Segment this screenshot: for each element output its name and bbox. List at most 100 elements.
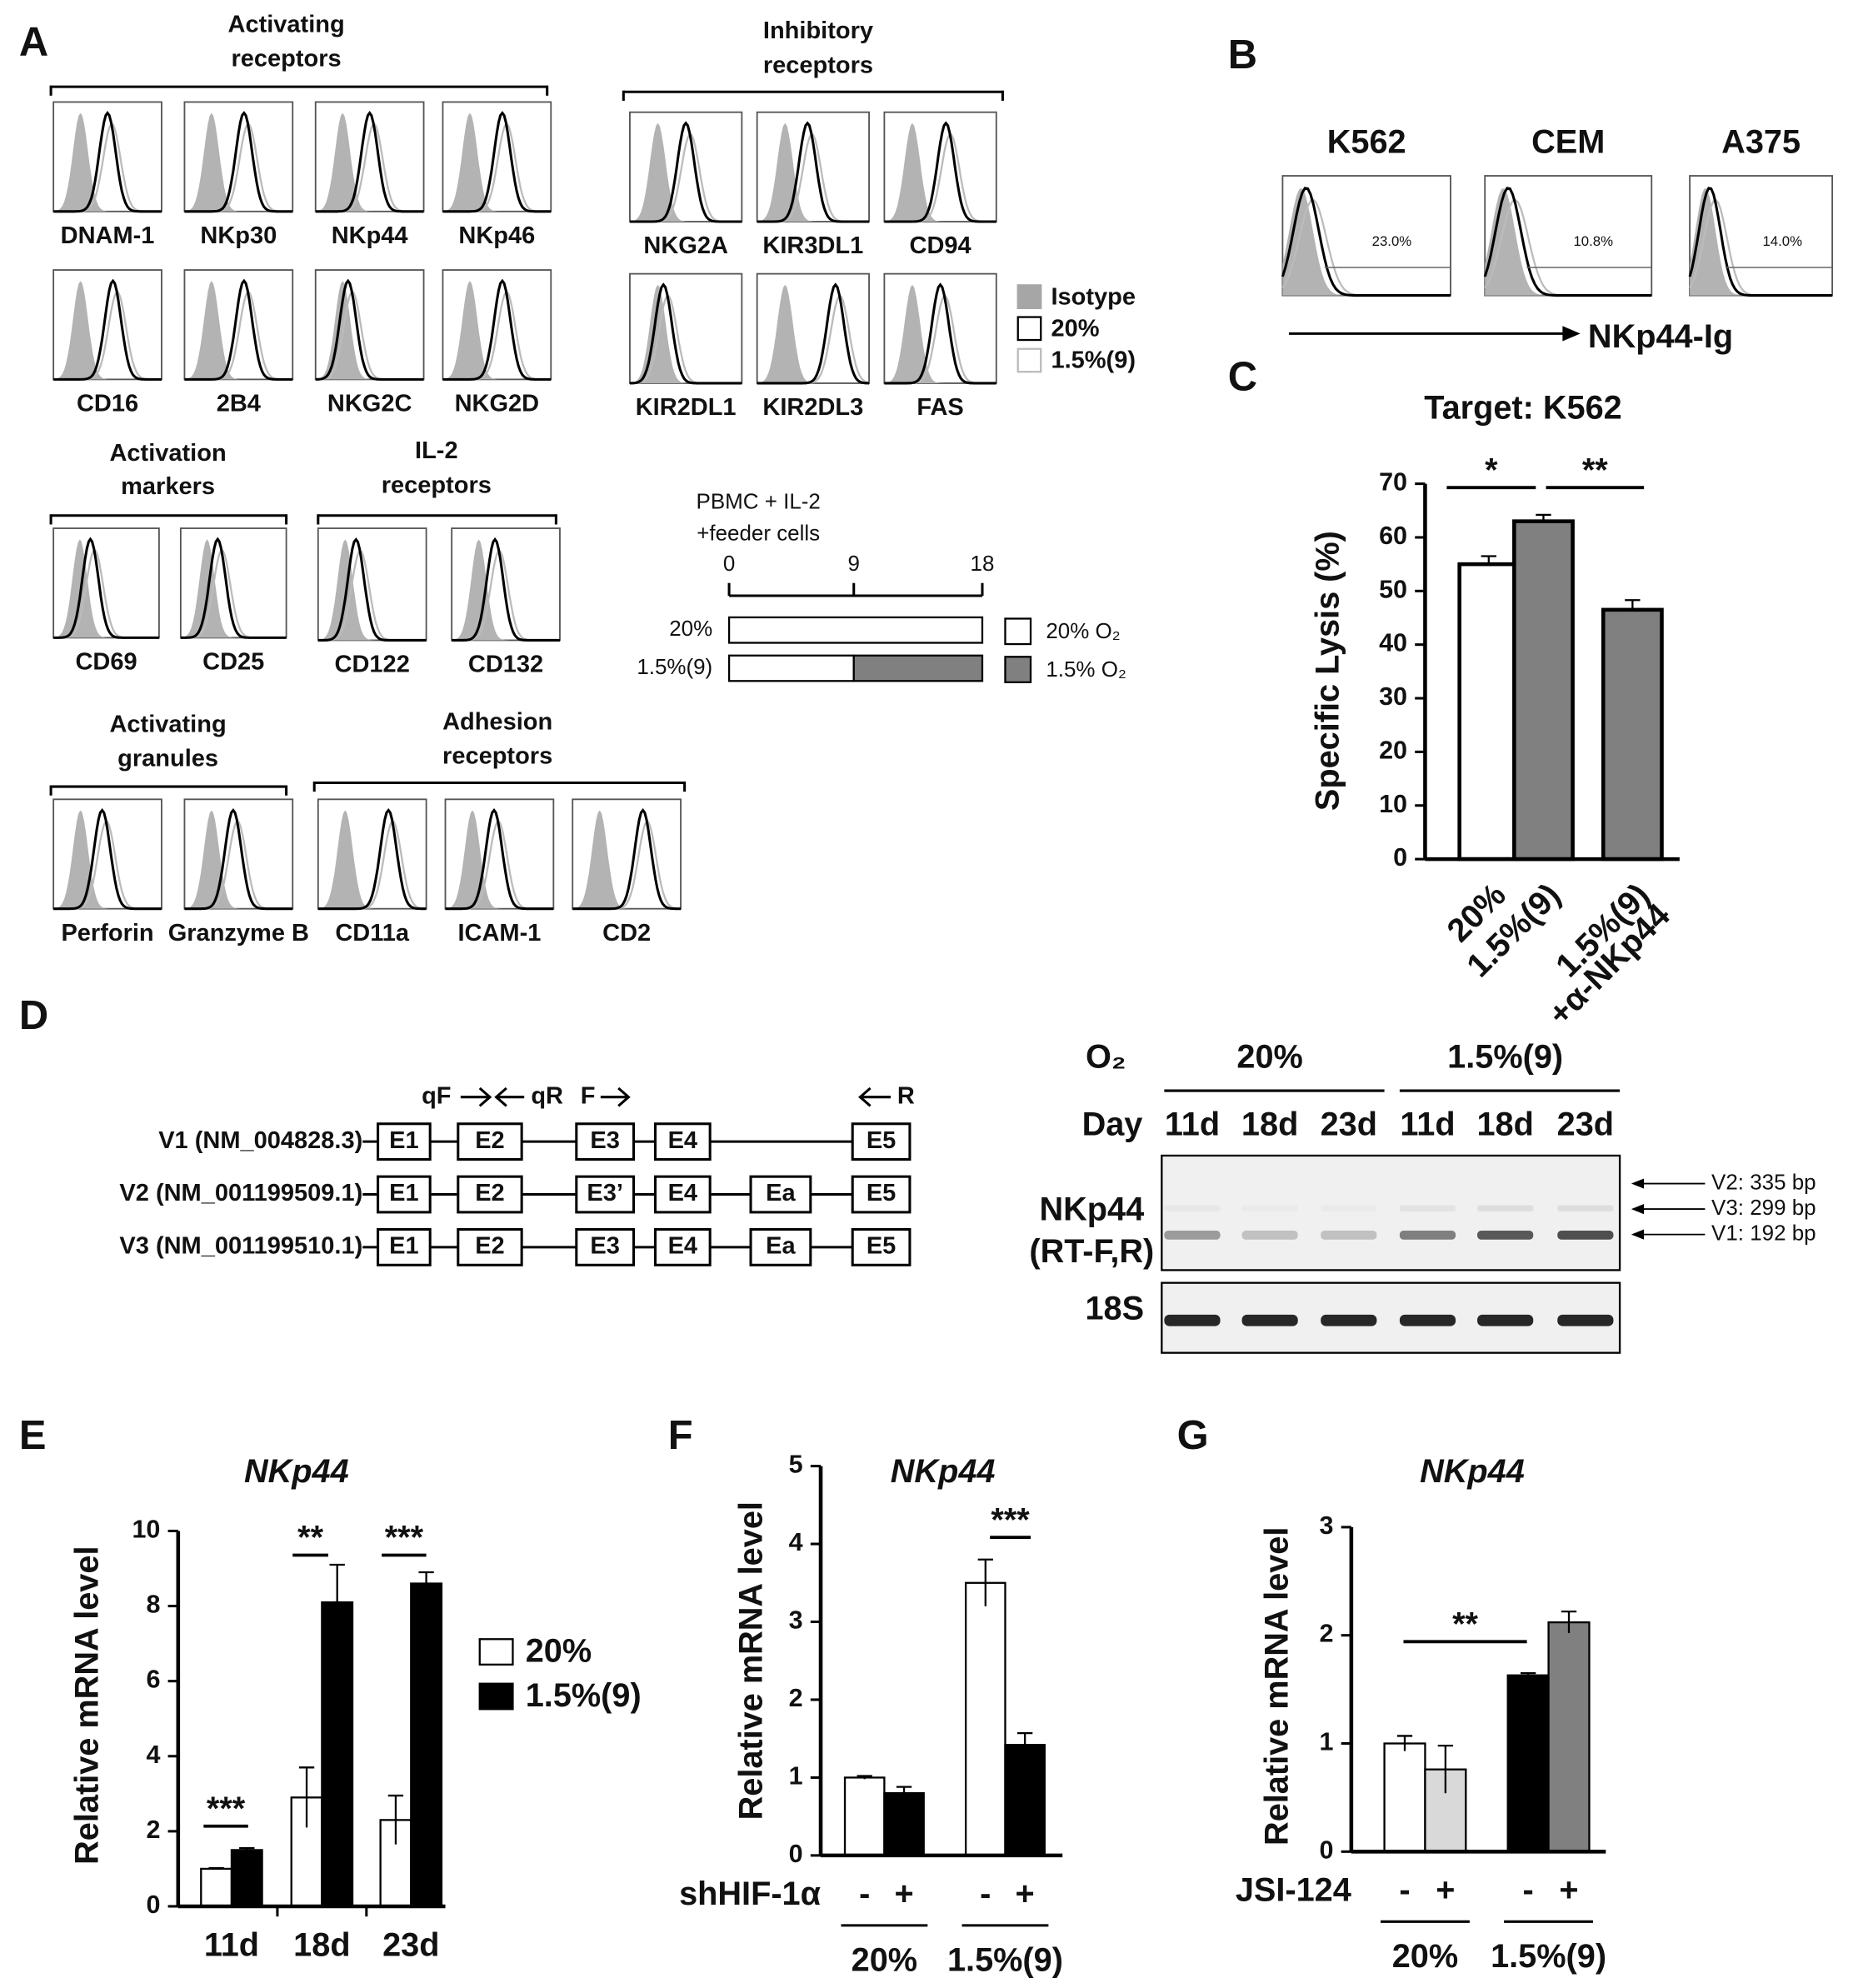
isotype-fill <box>442 281 552 380</box>
gel-day: 23d <box>1321 1106 1377 1142</box>
marker-label: ICAM-1 <box>457 920 541 947</box>
marker-label: NKp30 <box>200 222 277 249</box>
x-tick-label: 20% <box>852 1942 917 1979</box>
y-tick-label: 3 <box>1319 1511 1333 1540</box>
y-tick-label: 1 <box>1319 1728 1333 1756</box>
isotype-fill <box>629 122 742 222</box>
dark-line <box>572 807 682 911</box>
x-tick-label: 20% <box>1392 1938 1458 1975</box>
exon-label: E2 <box>475 1180 504 1206</box>
isotype-fill <box>442 112 552 212</box>
dark-line <box>1281 187 1451 297</box>
chart-title: Target: K562 <box>1424 390 1621 427</box>
dark-line <box>629 282 742 385</box>
legend-swatch <box>1004 656 1032 683</box>
y-axis-label: Relative mRNA level <box>1258 1527 1295 1846</box>
isotype-fill <box>445 810 554 909</box>
isotype-fill <box>572 810 682 909</box>
group-title: Adhesion <box>442 708 552 735</box>
bar <box>321 1601 354 1908</box>
gel <box>1161 1154 1621 1271</box>
primer-label: qR <box>531 1082 563 1109</box>
y-tick-label: 6 <box>146 1666 160 1694</box>
isotype-fill <box>757 122 870 222</box>
isotype-fill <box>757 284 870 383</box>
isotype-fill <box>53 112 162 212</box>
y-tick-label: 10 <box>1379 790 1407 818</box>
bar <box>1506 1674 1550 1853</box>
marker-label: NKp46 <box>458 222 535 249</box>
gate-percent: 14.0% <box>1762 233 1802 249</box>
legend-swatch <box>478 1638 514 1666</box>
gel-band <box>1164 1314 1221 1326</box>
gel-day: 11d <box>1165 1106 1220 1142</box>
isotype-fill <box>884 122 996 222</box>
dark-line <box>757 282 870 385</box>
marker-label: CD122 <box>335 652 410 678</box>
gel-day-label: Day <box>1082 1106 1143 1142</box>
y-tick-label: 0 <box>1393 843 1407 872</box>
bar <box>1512 519 1575 862</box>
condition-sign: - <box>859 1876 870 1912</box>
gel <box>1161 1281 1621 1354</box>
exon <box>457 1175 523 1214</box>
gel-day: 18d <box>1241 1106 1298 1142</box>
exon-label: Ea <box>766 1180 796 1206</box>
marker-label: CD132 <box>468 652 543 678</box>
isotype-fill <box>184 810 293 909</box>
gate-percent: 23.0% <box>1372 233 1412 249</box>
x-tick-label: 18d <box>293 1926 350 1963</box>
dark-line <box>445 807 554 911</box>
significance: * <box>1485 452 1498 488</box>
exon <box>457 1122 523 1161</box>
significance: *** <box>991 1501 1030 1538</box>
legend-label: 1.5%(9) <box>526 1677 642 1714</box>
panel-label: C <box>1228 354 1257 399</box>
band-label: V2: 335 bp <box>1711 1169 1816 1194</box>
y-tick-label: 0 <box>789 1840 803 1868</box>
isotype-fill <box>53 281 162 380</box>
group-title: Activating <box>109 711 226 737</box>
condition-sign: + <box>1436 1872 1455 1909</box>
exon <box>851 1228 912 1266</box>
group-title: Activating <box>228 11 345 37</box>
gel-band <box>1241 1231 1298 1240</box>
marker-label: CD69 <box>75 649 137 676</box>
marker-label: Granzyme B <box>168 920 309 947</box>
gel-condition: 20% <box>1236 1038 1302 1075</box>
legend-label: Isotype <box>1051 283 1136 310</box>
panel-label: G <box>1177 1413 1209 1458</box>
marker-label: Perforin <box>61 920 153 947</box>
exon-label: E2 <box>475 1233 504 1260</box>
band-label: V3: 299 bp <box>1711 1195 1816 1220</box>
marker-label: CD2 <box>602 920 651 947</box>
chart-title: NKp44 <box>891 1453 996 1490</box>
group-title: Activation <box>109 440 226 467</box>
gel-band <box>1557 1314 1614 1326</box>
primer-head <box>478 1086 492 1107</box>
exon <box>749 1175 812 1214</box>
dark-line <box>317 807 427 911</box>
dark-line <box>315 111 424 213</box>
isotype-fill <box>452 539 560 641</box>
dark-line <box>53 278 162 381</box>
bar <box>200 1867 233 1908</box>
condition-sign: - <box>1399 1872 1410 1909</box>
legend-label: 1.5%(9) <box>1051 347 1136 374</box>
gel-band <box>1399 1205 1456 1212</box>
legend-label: 20% <box>526 1633 592 1670</box>
dark-line <box>757 121 870 223</box>
marker-label: NKG2C <box>327 391 412 417</box>
gel-band <box>1557 1205 1614 1212</box>
y-axis-label: Relative mRNA level <box>733 1501 770 1820</box>
cell-line: CEM <box>1531 123 1605 160</box>
marker-label: DNAM-1 <box>61 222 155 249</box>
dark-line <box>180 537 287 639</box>
timeline-title: PBMC + IL-2 <box>697 488 821 513</box>
significance: *** <box>385 1520 424 1556</box>
gel-band <box>1241 1314 1298 1326</box>
dark-line <box>442 111 552 213</box>
panel-label: F <box>668 1413 693 1458</box>
exon <box>653 1122 712 1161</box>
